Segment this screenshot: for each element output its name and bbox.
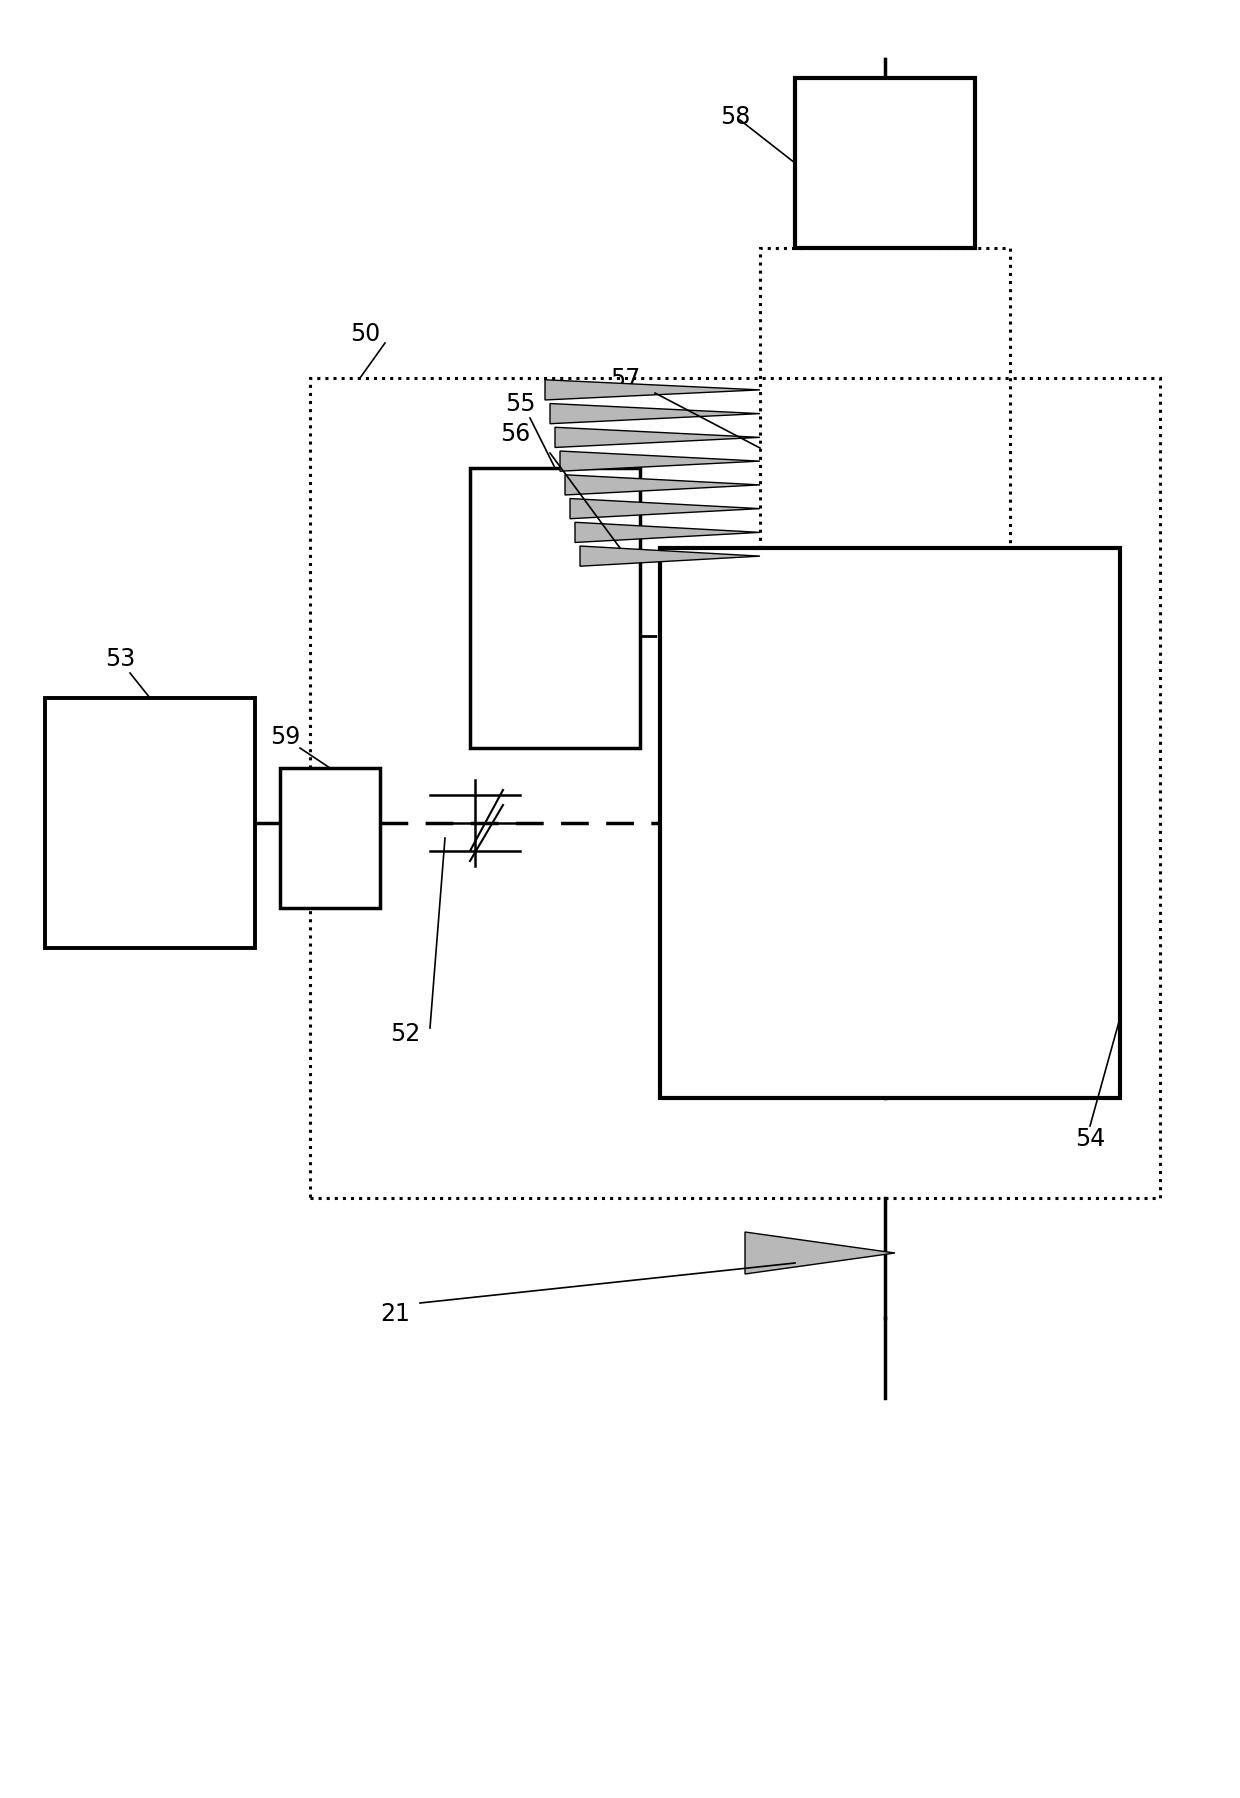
Text: 56: 56 (500, 423, 531, 446)
Bar (310, 379, 1159, 1197)
FancyBboxPatch shape (795, 79, 975, 248)
Text: 57: 57 (610, 367, 640, 390)
Text: 50: 50 (350, 322, 381, 345)
FancyBboxPatch shape (660, 548, 1120, 1099)
FancyBboxPatch shape (470, 469, 640, 748)
FancyBboxPatch shape (45, 699, 255, 949)
Bar (760, 248, 1011, 568)
Polygon shape (551, 405, 760, 424)
Text: Figure 3: Figure 3 (55, 836, 169, 861)
FancyBboxPatch shape (280, 768, 379, 908)
Polygon shape (560, 451, 760, 471)
Text: 58: 58 (720, 104, 750, 129)
Text: 52: 52 (391, 1021, 420, 1045)
Text: 55: 55 (505, 392, 536, 415)
Polygon shape (580, 547, 760, 566)
Polygon shape (575, 523, 760, 543)
Polygon shape (556, 428, 760, 448)
Polygon shape (745, 1232, 895, 1275)
Text: 59: 59 (270, 725, 300, 748)
Text: 53: 53 (105, 647, 135, 671)
Polygon shape (570, 500, 760, 520)
Text: 54: 54 (1075, 1126, 1105, 1151)
Polygon shape (546, 381, 760, 401)
Text: 21: 21 (379, 1302, 410, 1325)
Polygon shape (565, 475, 760, 496)
